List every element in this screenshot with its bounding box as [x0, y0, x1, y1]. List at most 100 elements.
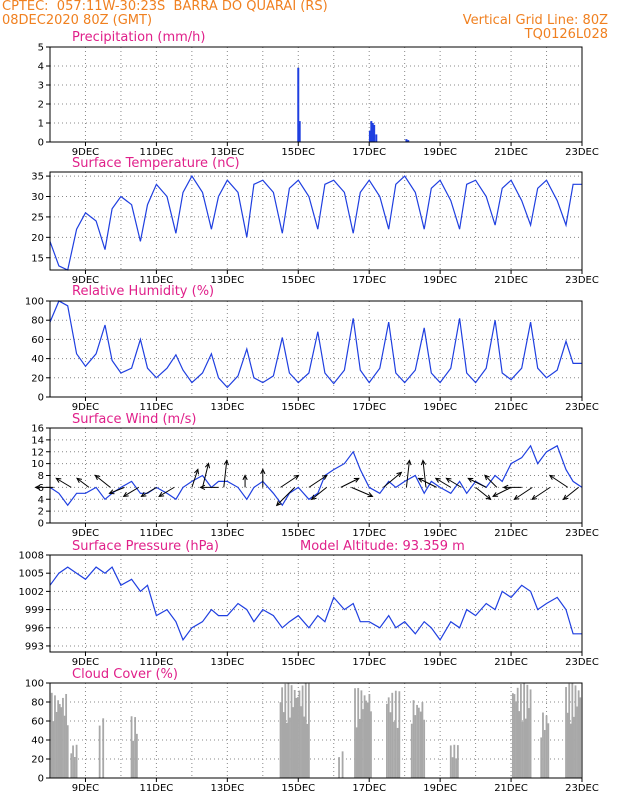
cloud-bar — [358, 718, 361, 778]
x-tick-label: 19DEC — [423, 147, 457, 158]
wind-vector — [340, 477, 360, 488]
cloud-bar — [579, 697, 582, 778]
x-tick-label: 15DEC — [281, 147, 315, 158]
wind-vector — [422, 460, 427, 488]
wind-vector-head — [434, 477, 441, 483]
y-tick-label: 0 — [38, 519, 44, 530]
y-tick-label: 1 — [38, 119, 44, 130]
cloud-bar — [303, 716, 306, 778]
x-tick-label: 9DEC — [72, 147, 99, 158]
wind-vector — [191, 469, 199, 488]
panel-frame — [49, 554, 583, 653]
cloud-bar — [130, 716, 133, 778]
cloud-bar — [296, 697, 299, 778]
y-tick-label: 20 — [31, 755, 44, 766]
y-tick-label: 3 — [38, 81, 44, 92]
x-tick-label: 11DEC — [140, 528, 174, 539]
cloud-bar — [287, 683, 290, 778]
y-tick-label: 60 — [31, 335, 44, 346]
x-tick-label: 21DEC — [494, 275, 528, 286]
cloud-bar — [284, 683, 287, 778]
wind-vector-head — [492, 492, 499, 497]
wind-vector — [475, 486, 491, 500]
wind-vector — [446, 477, 462, 488]
panel-3 — [34, 427, 583, 527]
cloud-bar — [102, 718, 105, 778]
cloud-bar — [453, 744, 456, 778]
precip-bar — [375, 134, 378, 142]
precip-bar — [370, 121, 373, 142]
cloud-bar — [370, 711, 372, 778]
wind-vector-head — [562, 494, 569, 501]
y-tick-label: 30 — [31, 192, 44, 203]
cloud-bar — [73, 756, 76, 778]
wind-vector — [563, 486, 579, 500]
model-altitude: Model Altitude: 93.359 m — [300, 539, 465, 554]
panel-1 — [46, 171, 583, 274]
y-tick-label: 80 — [31, 316, 44, 327]
cloud-bar — [132, 740, 135, 778]
cloud-bar — [529, 689, 532, 778]
x-tick-label: 13DEC — [210, 657, 244, 668]
series-line — [49, 566, 582, 642]
wind-vector-head — [396, 471, 403, 478]
y-tick-label: 1008 — [19, 551, 44, 562]
wind-vector — [549, 474, 569, 488]
x-tick-label: 11DEC — [140, 402, 174, 413]
x-tick-label: 17DEC — [352, 147, 386, 158]
panel-0 — [46, 46, 583, 146]
panel-title: Surface Temperature (nC) — [72, 156, 240, 171]
x-tick-label: 13DEC — [210, 528, 244, 539]
cloud-bar — [366, 702, 369, 778]
cloud-bar — [524, 718, 527, 778]
cloud-bar — [306, 723, 309, 778]
cloud-bar — [386, 703, 388, 778]
y-tick-label: 20 — [31, 373, 44, 384]
y-tick-label: 20 — [31, 233, 44, 244]
cloud-bar — [285, 722, 288, 778]
cloud-bar — [396, 727, 399, 778]
cloud-bar — [571, 683, 574, 778]
x-tick-label: 9DEC — [72, 402, 99, 413]
series-line — [49, 300, 582, 389]
wind-vector-head — [140, 491, 147, 497]
wind-vector-head — [34, 484, 41, 491]
wind-vector — [202, 463, 209, 488]
y-tick-label: 4 — [38, 495, 44, 506]
wind-vector — [383, 471, 402, 488]
y-tick-label: 999 — [25, 605, 44, 616]
cloud-bar — [295, 697, 298, 778]
cloud-bar — [72, 745, 74, 778]
panel-frame — [49, 682, 583, 779]
cloud-bar — [515, 701, 517, 778]
cloud-bar — [135, 733, 138, 778]
y-tick-label: 0 — [38, 774, 44, 785]
cloud-bar — [523, 683, 526, 778]
cloud-bar — [423, 719, 426, 778]
cloud-bar — [451, 757, 454, 778]
cloud-bar — [569, 723, 572, 778]
x-tick-label: 17DEC — [352, 783, 386, 794]
wind-vector-head — [194, 468, 200, 475]
panel-title: Relative Humidity (%) — [72, 284, 214, 299]
cloud-bar — [516, 687, 519, 778]
cloud-bar — [543, 729, 546, 778]
wind-vector-head — [406, 459, 412, 466]
y-tick-label: 5 — [38, 43, 44, 54]
cloud-bar — [62, 697, 64, 778]
cloud-bar — [304, 683, 307, 778]
y-tick-label: 80 — [31, 698, 44, 709]
cloud-bar — [338, 757, 340, 778]
x-tick-label: 15DEC — [281, 783, 315, 794]
wind-vector — [492, 486, 512, 497]
cloud-bar — [573, 716, 575, 778]
cloud-bar — [414, 715, 417, 778]
x-tick-label: 9DEC — [72, 528, 99, 539]
x-tick-label: 23DEC — [565, 783, 599, 794]
cloud-bar — [566, 712, 569, 778]
x-tick-label: 15DEC — [281, 528, 315, 539]
y-tick-label: 12 — [31, 447, 44, 458]
cloud-bar — [75, 744, 78, 778]
x-tick-label: 13DEC — [210, 147, 244, 158]
y-tick-label: 4 — [38, 62, 44, 73]
